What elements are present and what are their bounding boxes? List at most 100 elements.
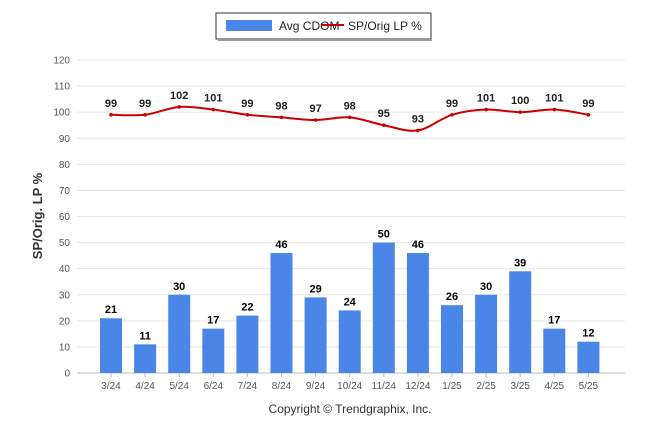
y-tick-label: 50 bbox=[59, 238, 71, 249]
line-point bbox=[279, 115, 284, 120]
x-tick-label: 8/24 bbox=[272, 381, 292, 392]
x-tick-label: 5/25 bbox=[579, 381, 599, 392]
bar bbox=[441, 305, 463, 373]
line-point bbox=[143, 112, 147, 117]
y-tick-label: 0 bbox=[64, 369, 70, 380]
x-tick-label: 11/24 bbox=[372, 381, 397, 392]
y-tick-label: 120 bbox=[53, 56, 70, 67]
bar-labels: 21 11 30 17 22 46 29 24 50 46 26 30 39 17 12 bbox=[105, 229, 595, 343]
bar-data-label: 30 bbox=[173, 281, 185, 293]
y-tick-label: 70 bbox=[59, 186, 71, 197]
legend-swatch-bar bbox=[226, 20, 272, 31]
line-point bbox=[313, 118, 318, 122]
line-point bbox=[586, 112, 591, 117]
legend-label-bar: Avg CDOM bbox=[279, 19, 339, 33]
bar-data-label: 17 bbox=[548, 315, 560, 327]
line-point bbox=[416, 128, 420, 133]
y-tick-label: 80 bbox=[59, 160, 71, 171]
line-data-label: 98 bbox=[275, 100, 287, 112]
line-point bbox=[347, 115, 352, 120]
legend-label-line: SP/Orig LP % bbox=[348, 19, 422, 33]
x-tick-label: 3/25 bbox=[510, 381, 530, 392]
bar bbox=[509, 271, 532, 373]
bar-data-label: 26 bbox=[446, 291, 458, 303]
line-data-label: 95 bbox=[378, 108, 390, 120]
x-tick-label: 4/24 bbox=[135, 381, 155, 392]
x-tick-label: 3/24 bbox=[101, 381, 121, 392]
bar-data-label: 12 bbox=[582, 328, 594, 340]
line-data-label: 102 bbox=[170, 90, 188, 102]
y-tick-label: 100 bbox=[53, 108, 70, 119]
line-point bbox=[552, 107, 557, 112]
bar bbox=[543, 328, 566, 373]
bar-data-label: 11 bbox=[139, 330, 151, 342]
y-tick-label: 30 bbox=[59, 290, 71, 301]
bar bbox=[134, 344, 157, 373]
line-data-label: 93 bbox=[412, 113, 424, 125]
bar-data-label: 29 bbox=[309, 283, 321, 295]
line-point bbox=[177, 105, 181, 109]
line-data-label: 99 bbox=[241, 98, 253, 110]
line-point bbox=[109, 112, 113, 117]
line-data-label: 99 bbox=[582, 98, 594, 110]
y-tick-label: 10 bbox=[59, 342, 71, 353]
x-tick-label: 12/24 bbox=[405, 381, 430, 392]
bar bbox=[202, 328, 225, 373]
x-tick-label: 1/25 bbox=[442, 381, 462, 392]
line-data-label: 101 bbox=[204, 93, 222, 105]
legend: Avg CDOM SP/Orig LP % bbox=[215, 12, 432, 41]
bar bbox=[168, 294, 191, 373]
y-tick-label: 90 bbox=[59, 134, 71, 145]
line-data-label: 97 bbox=[309, 103, 321, 115]
copyright-text: Copyright © Trendgraphix, Inc. bbox=[269, 402, 432, 416]
bar-data-label: 22 bbox=[241, 302, 253, 314]
bar-data-label: 21 bbox=[105, 304, 117, 316]
bars bbox=[100, 242, 600, 373]
line-data-label: 99 bbox=[139, 98, 151, 110]
line-point bbox=[211, 107, 216, 112]
bar-data-label: 24 bbox=[344, 296, 357, 308]
y-tick-label: 110 bbox=[54, 82, 70, 93]
line-data-label: 101 bbox=[545, 93, 563, 105]
line-data-label: 98 bbox=[344, 100, 356, 112]
bar bbox=[577, 341, 600, 373]
bar-data-label: 39 bbox=[514, 257, 526, 269]
bar bbox=[304, 297, 327, 373]
line-points bbox=[109, 105, 591, 133]
line-point bbox=[245, 112, 250, 117]
bar-data-label: 30 bbox=[480, 281, 492, 293]
x-tick-label: 7/24 bbox=[238, 381, 258, 392]
y-tick-label: 20 bbox=[59, 316, 71, 327]
y-tick-label: 60 bbox=[59, 212, 71, 223]
bar bbox=[475, 294, 498, 373]
y-axis-title: SP/Orig. LP % bbox=[30, 172, 45, 259]
bar bbox=[372, 242, 395, 373]
x-tick-label: 9/24 bbox=[306, 381, 326, 392]
line-data-label: 100 bbox=[511, 95, 529, 107]
bar bbox=[338, 310, 361, 373]
y-tick-label: 40 bbox=[59, 264, 71, 275]
line-point bbox=[518, 110, 522, 114]
bar bbox=[406, 253, 429, 373]
x-tick-label: 10/24 bbox=[337, 381, 362, 392]
bar-data-label: 50 bbox=[378, 229, 390, 241]
bar-data-label: 46 bbox=[275, 239, 287, 251]
x-tick-label: 6/24 bbox=[204, 381, 224, 392]
x-tick-label: 5/24 bbox=[169, 381, 189, 392]
line-point bbox=[450, 112, 454, 117]
line-data-label: 99 bbox=[446, 98, 458, 110]
line-data-label: 101 bbox=[477, 93, 495, 105]
bar-data-label: 46 bbox=[412, 239, 424, 251]
line-point bbox=[484, 107, 488, 112]
line-point bbox=[382, 123, 386, 128]
y-axis-ticks: 0 10 20 30 40 50 60 70 80 90 100 110 120 bbox=[53, 56, 70, 380]
x-tick-label: 4/25 bbox=[545, 381, 565, 392]
x-tick-label: 2/25 bbox=[476, 381, 496, 392]
line-labels: 99 99 102 101 99 98 97 98 95 93 99 101 100 101 99 bbox=[105, 90, 595, 125]
x-axis-ticks: 3/24 4/24 5/24 6/24 7/24 8/24 9/24 10/24 11/24 12… bbox=[101, 373, 599, 392]
bar bbox=[236, 315, 259, 373]
line-data-label: 99 bbox=[105, 98, 117, 110]
bar-data-label: 17 bbox=[207, 315, 219, 327]
bar bbox=[100, 318, 122, 373]
